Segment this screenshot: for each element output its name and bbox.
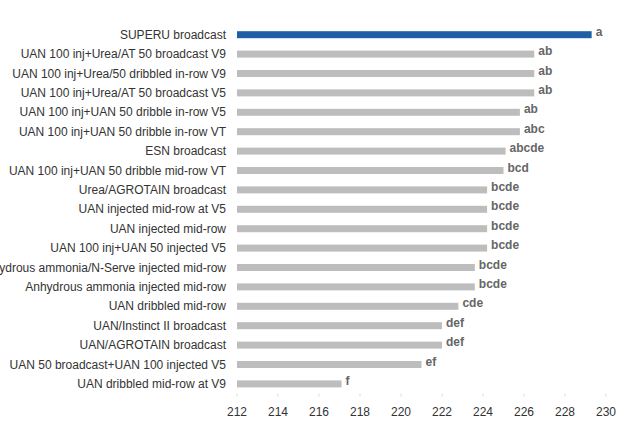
category-label: UAN 100 inj+Urea/50 dribbled in-row V9 <box>12 67 226 81</box>
x-tick-label: 222 <box>432 405 452 419</box>
bar <box>237 51 534 58</box>
x-tick-label: 214 <box>268 405 288 419</box>
category-label: Anhydrous ammonia injected mid-row <box>25 280 226 294</box>
significance-letter: ab <box>538 64 552 78</box>
x-tick <box>606 394 607 397</box>
significance-letter: abc <box>524 122 545 136</box>
significance-letter: abcde <box>510 141 545 155</box>
bar <box>237 186 487 193</box>
significance-letter: ab <box>538 83 552 97</box>
x-tick <box>237 394 238 397</box>
bars <box>237 31 592 387</box>
significance-letter: bcd <box>508 161 529 175</box>
category-label: UAN 100 inj+UAN 50 dribble mid-row VT <box>9 164 227 178</box>
category-label: UAN 100 inj+Urea/AT 50 broadcast V9 <box>21 47 227 61</box>
x-tick-label: 216 <box>309 405 329 419</box>
category-label: UAN/AGROTAIN broadcast <box>80 338 227 352</box>
significance-letter: bcde <box>479 258 507 272</box>
bar <box>237 109 520 116</box>
category-label: ESN broadcast <box>145 144 226 158</box>
bar <box>237 206 487 213</box>
bar <box>237 89 534 96</box>
x-tick <box>278 394 279 397</box>
x-tick-label: 212 <box>227 405 247 419</box>
x-tick <box>360 394 361 397</box>
significance-letter: def <box>446 316 465 330</box>
bar <box>237 303 458 310</box>
x-tick-label: 226 <box>514 405 534 419</box>
bar <box>237 70 534 77</box>
bar <box>237 245 487 252</box>
bar <box>237 31 592 38</box>
significance-letter: ab <box>524 102 538 116</box>
x-axis: 212 214 216 218 220 222 224 226 228 230 <box>227 394 616 419</box>
bar <box>237 361 422 368</box>
category-label: UAN dribbled mid-row <box>109 299 227 313</box>
bar <box>237 342 442 349</box>
bar <box>237 225 487 232</box>
labels: SUPERU broadcast a UAN 100 inj+Urea/AT 50 … <box>0 25 603 391</box>
category-label: UAN 100 inj+UAN 50 injected V5 <box>50 241 226 255</box>
bar <box>237 128 520 135</box>
significance-letter: bcde <box>491 180 519 194</box>
category-label: Urea/AGROTAIN broadcast <box>79 183 227 197</box>
bar <box>237 148 506 155</box>
bar <box>237 167 504 174</box>
significance-letter: bcde <box>491 238 519 252</box>
x-tick <box>524 394 525 397</box>
significance-letter: bcde <box>491 199 519 213</box>
significance-letter: f <box>346 374 351 388</box>
significance-letter: bcde <box>491 219 519 233</box>
significance-letter: ef <box>426 355 438 369</box>
x-tick <box>442 394 443 397</box>
x-tick-label: 228 <box>555 405 575 419</box>
x-tick-label: 218 <box>350 405 370 419</box>
x-tick <box>401 394 402 397</box>
category-label: UAN injected mid-row <box>110 222 226 236</box>
category-label: SUPERU broadcast <box>120 28 227 42</box>
bar <box>237 380 342 387</box>
x-tick <box>565 394 566 397</box>
significance-letter: bcde <box>479 277 507 291</box>
category-label: UAN/Instinct II broadcast <box>93 319 226 333</box>
bar <box>237 264 475 271</box>
category-label: UAN injected mid-row at V5 <box>79 202 227 216</box>
chart: SUPERU broadcast a UAN 100 inj+Urea/AT 50 … <box>0 0 623 445</box>
x-tick-label: 224 <box>473 405 493 419</box>
category-label: Anhydrous ammonia/N-Serve injected mid-r… <box>0 261 226 275</box>
bar <box>237 283 475 290</box>
category-label: UAN 100 inj+UAN 50 dribble in-row VT <box>19 125 227 139</box>
significance-letter: a <box>596 25 603 39</box>
significance-letter: ab <box>538 44 552 58</box>
bar <box>237 322 442 329</box>
significance-letter: cde <box>462 296 483 310</box>
x-tick <box>319 394 320 397</box>
x-tick-label: 220 <box>391 405 411 419</box>
category-label: UAN 50 broadcast+UAN 100 injected V5 <box>10 358 227 372</box>
category-label: UAN 100 inj+Urea/AT 50 broadcast V5 <box>21 86 227 100</box>
category-label: UAN 100 inj+UAN 50 dribble in-row V5 <box>20 105 227 119</box>
significance-letter: def <box>446 335 465 349</box>
category-label: UAN dribbled mid-row at V9 <box>77 377 226 391</box>
x-tick <box>483 394 484 397</box>
x-tick-label: 230 <box>596 405 616 419</box>
